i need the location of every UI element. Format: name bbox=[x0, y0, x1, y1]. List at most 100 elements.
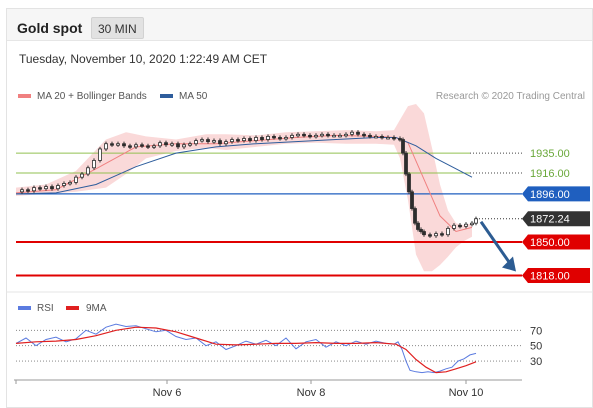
rsi-legend: RSI 9MA bbox=[18, 303, 107, 314]
legend-label-9ma: 9MA bbox=[86, 303, 107, 314]
price-panel: 1935.00 1916.00 1896.00 1872.24 1850.00 1818.… bbox=[14, 91, 590, 288]
candle-body bbox=[80, 173, 84, 178]
candle-body bbox=[344, 133, 348, 137]
price-plot-area bbox=[14, 104, 522, 288]
candle-body bbox=[86, 167, 90, 175]
candle-body bbox=[110, 143, 114, 146]
resistance-level-label: 1916.00 bbox=[530, 168, 570, 180]
price-candles-layer bbox=[20, 130, 478, 238]
legend-label-rsi: RSI bbox=[37, 303, 54, 314]
timeframe-badge[interactable]: 30 MIN bbox=[91, 17, 144, 39]
candle-body bbox=[428, 234, 432, 237]
x-axis-ticks: Nov 6 Nov 8 Nov 10 bbox=[15, 380, 484, 399]
candle-body bbox=[74, 176, 78, 183]
x-tick-label: Nov 8 bbox=[297, 387, 326, 399]
candle-body bbox=[50, 186, 54, 190]
candle-body bbox=[164, 142, 168, 146]
header-bar: Gold spot 30 MIN bbox=[7, 9, 592, 41]
candle-body bbox=[140, 144, 144, 147]
candle-body bbox=[380, 136, 384, 139]
candle-body bbox=[104, 143, 108, 150]
candle-body bbox=[236, 139, 240, 142]
rsi-panel: RSI 9MA 70 50 30 Nov 6 Nov 8 Nov 10 bbox=[14, 303, 542, 399]
instrument-title: Gold spot bbox=[17, 20, 83, 36]
candle-body bbox=[386, 137, 390, 140]
candle-body bbox=[134, 144, 138, 148]
candle-body bbox=[422, 231, 426, 236]
candle-body bbox=[284, 137, 288, 140]
rsi-line bbox=[15, 323, 477, 374]
candle-body bbox=[296, 133, 300, 137]
candle-body bbox=[410, 191, 414, 209]
candle-body bbox=[92, 160, 96, 169]
legend-label-bollinger: MA 20 + Bollinger Bands bbox=[37, 91, 147, 102]
candle-body bbox=[413, 208, 417, 224]
candle-body bbox=[464, 223, 468, 227]
candle-body bbox=[356, 131, 360, 135]
candle-body bbox=[98, 148, 102, 161]
candle-body bbox=[32, 187, 36, 192]
candle-body bbox=[416, 222, 420, 230]
x-tick-label: Nov 10 bbox=[449, 387, 484, 399]
candle-body bbox=[62, 183, 66, 186]
candle-body bbox=[404, 152, 408, 175]
candle-body bbox=[434, 233, 438, 237]
candle-body bbox=[407, 173, 411, 193]
candle-body bbox=[308, 134, 312, 138]
forecast-arrow-head bbox=[502, 256, 516, 272]
candle-body bbox=[26, 189, 30, 192]
candle-body bbox=[398, 138, 402, 141]
candle-body bbox=[368, 134, 372, 138]
candle-body bbox=[332, 134, 336, 138]
candle-body bbox=[218, 140, 222, 145]
candle-body bbox=[260, 137, 264, 140]
candle-body bbox=[440, 233, 444, 236]
candle-body bbox=[470, 222, 474, 226]
ma50-swatch bbox=[160, 94, 173, 98]
rsi-ma-line bbox=[15, 326, 477, 374]
candle-body bbox=[146, 145, 150, 148]
candle-body bbox=[419, 229, 423, 232]
candle-body bbox=[182, 144, 186, 148]
pivot-level-tag bbox=[522, 186, 590, 202]
candle-body bbox=[272, 136, 276, 139]
candle-body bbox=[458, 224, 462, 228]
candle-body bbox=[68, 182, 72, 185]
rsi-swatch bbox=[18, 306, 31, 310]
candle-body bbox=[302, 133, 306, 137]
candle-body bbox=[224, 141, 228, 145]
candle-body bbox=[158, 142, 162, 147]
candle-body bbox=[44, 186, 48, 190]
support-level-tag bbox=[522, 267, 590, 283]
candle-body bbox=[401, 139, 405, 154]
forecast-arrow-shaft bbox=[479, 220, 512, 265]
pivot-level-label: 1896.00 bbox=[530, 189, 570, 201]
candle-body bbox=[320, 133, 324, 137]
candle-body bbox=[152, 145, 156, 148]
rsi-grid-layer: 70 50 30 bbox=[16, 325, 542, 368]
candle-body bbox=[392, 137, 396, 140]
timestamp: Tuesday, November 10, 2020 1:22:49 AM CE… bbox=[19, 52, 268, 66]
candle-body bbox=[314, 134, 318, 138]
candle-body bbox=[212, 140, 216, 143]
rsi-tick-label: 50 bbox=[530, 341, 542, 353]
candle-body bbox=[116, 143, 120, 146]
candle-body bbox=[374, 136, 378, 139]
candle-body bbox=[474, 218, 478, 224]
research-credit: Research © 2020 Trading Central bbox=[436, 91, 585, 102]
candle-body bbox=[206, 139, 210, 143]
9ma-swatch bbox=[66, 306, 79, 310]
candle-body bbox=[128, 145, 132, 148]
candle-body bbox=[326, 133, 330, 137]
candle-body bbox=[278, 137, 282, 140]
candle-body bbox=[350, 131, 354, 135]
candle-body bbox=[338, 134, 342, 138]
candle-body bbox=[290, 134, 294, 138]
last-level-label: 1872.24 bbox=[530, 214, 570, 226]
level-lines-layer bbox=[16, 152, 522, 277]
candle-body bbox=[170, 143, 174, 146]
candle-body bbox=[38, 187, 42, 190]
candle-body bbox=[194, 140, 198, 145]
candle-body bbox=[122, 143, 126, 147]
